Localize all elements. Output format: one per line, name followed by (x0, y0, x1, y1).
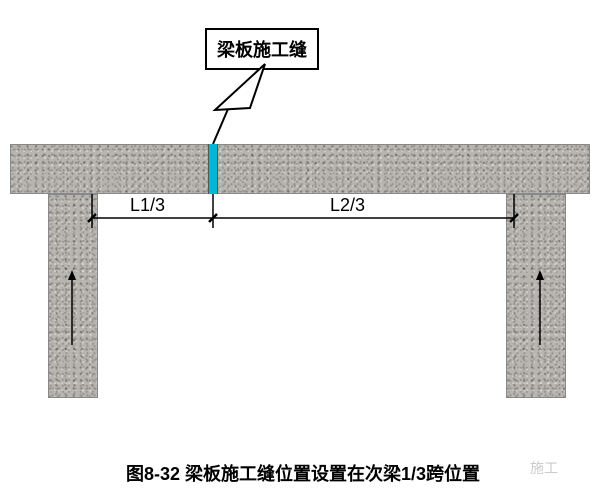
beam-slab (10, 144, 590, 194)
callout-label: 梁板施工缝 (205, 28, 319, 70)
dim-label-left: L1/3 (130, 195, 165, 216)
watermark-text: 施工 (530, 458, 558, 478)
column-right (506, 194, 566, 398)
dim-label-right: L2/3 (330, 195, 365, 216)
diagram-canvas: 梁板施工缝 L1/3 L2/3 图8-32 梁板施工缝位置设置在次梁1/3跨位置… (0, 0, 606, 504)
construction-joint (208, 144, 218, 194)
column-left (48, 194, 98, 398)
figure-caption: 图8-32 梁板施工缝位置设置在次梁1/3跨位置 (0, 460, 606, 486)
